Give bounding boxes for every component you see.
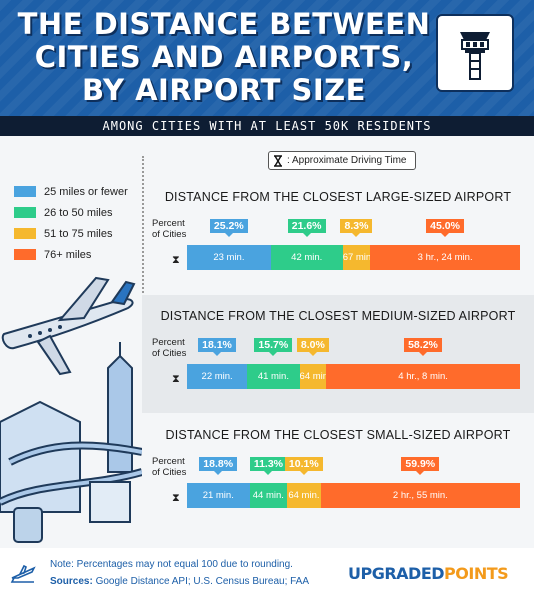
footer: Note: Percentages may not equal 100 due … bbox=[0, 548, 534, 600]
panel-title: DISTANCE FROM THE CLOSEST MEDIUM-SIZED A… bbox=[160, 309, 516, 323]
sources: Sources: Google Distance API; U.S. Censu… bbox=[50, 576, 309, 587]
airplane-icon bbox=[1, 276, 136, 376]
legend-item: 25 miles or fewer bbox=[14, 181, 128, 202]
airplane-city-illustration bbox=[0, 276, 142, 543]
legend-label: 25 miles or fewer bbox=[44, 185, 128, 198]
driving-time-note-text: : Approximate Driving Time bbox=[287, 155, 407, 166]
title-line-1: THE DISTANCE BETWEEN bbox=[17, 7, 431, 41]
percent-label: 25.2% bbox=[209, 219, 248, 237]
legend-swatch bbox=[14, 186, 36, 197]
bar-segment: 42 min. bbox=[270, 245, 343, 270]
sources-text: Google Distance API; U.S. Census Bureau;… bbox=[95, 576, 310, 587]
legend-item: 51 to 75 miles bbox=[14, 223, 128, 244]
percent-label: 45.0% bbox=[426, 219, 464, 237]
percent-label: 11.3% bbox=[249, 457, 288, 475]
city-buildings bbox=[0, 342, 142, 543]
percent-label: 18.1% bbox=[198, 338, 236, 356]
hourglass-icon: ⧗ bbox=[172, 373, 180, 385]
title-line-3: BY AIRPORT SIZE bbox=[81, 73, 366, 107]
bar-segment: 64 min. bbox=[287, 483, 321, 508]
footnote: Note: Percentages may not equal 100 due … bbox=[50, 559, 293, 570]
driving-time-note: : Approximate Driving Time bbox=[268, 151, 416, 170]
brand-part-b: POINTS bbox=[444, 564, 509, 583]
bar-row: 21 min. 44 min. 64 min. 2 hr., 55 min. bbox=[187, 483, 520, 508]
percent-label: 15.7% bbox=[254, 338, 293, 356]
panel-small-airport: DISTANCE FROM THE CLOSEST SMALL-SIZED AI… bbox=[142, 414, 534, 532]
legend-item: 26 to 50 miles bbox=[14, 202, 128, 223]
legend-label: 51 to 75 miles bbox=[44, 227, 113, 240]
bar-row: 22 min.41 min.64 min.4 hr., 8 min. bbox=[187, 364, 520, 389]
percent-label: 59.9% bbox=[401, 457, 440, 475]
bar-segment: 3 hr., 24 min. bbox=[370, 245, 520, 270]
panel-large-airport: DISTANCE FROM THE CLOSEST LARGE-SIZED AI… bbox=[142, 176, 534, 294]
legend-label: 76+ miles bbox=[44, 248, 92, 261]
bar-segment: 4 hr., 8 min. bbox=[326, 364, 520, 389]
brand-part-a: UPGRADED bbox=[348, 564, 445, 583]
legend-label: 26 to 50 miles bbox=[44, 206, 113, 219]
panel-medium-airport: DISTANCE FROM THE CLOSEST MEDIUM-SIZED A… bbox=[142, 295, 534, 413]
bar-segment: 41 min. bbox=[247, 364, 300, 389]
title-line-2: CITIES AND AIRPORTS, bbox=[34, 40, 414, 74]
bar-segment: 23 min. bbox=[187, 245, 271, 270]
percent-of-cities-label: Percent of Cities bbox=[152, 218, 187, 240]
percent-of-cities-label: Percent of Cities bbox=[152, 456, 187, 478]
brand-logo: UPGRADEDPOINTS bbox=[348, 564, 509, 583]
control-tower-icon bbox=[436, 14, 514, 92]
percent-label: 21.6% bbox=[287, 219, 326, 237]
bar-row: 23 min.42 min.67 min.3 hr., 24 min. bbox=[187, 245, 520, 270]
percent-label: 8.3% bbox=[340, 219, 373, 237]
bar-segment: 44 min. bbox=[249, 483, 288, 508]
header-banner: THE DISTANCE BETWEEN CITIES AND AIRPORTS… bbox=[0, 0, 534, 116]
legend-swatch bbox=[14, 228, 36, 239]
legend: 25 miles or fewer 26 to 50 miles 51 to 7… bbox=[14, 181, 128, 265]
airplane-logo-icon bbox=[10, 564, 36, 583]
subtitle: AMONG CITIES WITH AT LEAST 50K RESIDENTS bbox=[0, 116, 534, 136]
divider bbox=[142, 156, 144, 332]
bar-segment: 22 min. bbox=[187, 364, 248, 389]
page-title: THE DISTANCE BETWEEN CITIES AND AIRPORTS… bbox=[14, 8, 434, 107]
bar-segment: 64 min. bbox=[299, 364, 327, 389]
percent-of-cities-label: Percent of Cities bbox=[152, 337, 187, 359]
hourglass-icon: ⧗ bbox=[172, 492, 180, 504]
percent-label: 18.8% bbox=[199, 457, 238, 475]
panel-title: DISTANCE FROM THE CLOSEST SMALL-SIZED AI… bbox=[165, 428, 511, 442]
hourglass-icon bbox=[274, 154, 282, 167]
legend-swatch bbox=[14, 207, 36, 218]
bar-segment: 2 hr., 55 min. bbox=[320, 483, 520, 508]
bar-segment: 21 min. bbox=[187, 483, 250, 508]
sources-label: Sources: bbox=[50, 576, 93, 587]
percent-label: 58.2% bbox=[404, 338, 442, 356]
legend-swatch bbox=[14, 249, 36, 260]
percent-label: 8.0% bbox=[296, 338, 329, 356]
bar-segment: 67 min. bbox=[342, 245, 371, 270]
legend-item: 76+ miles bbox=[14, 244, 128, 265]
percent-label: 10.1% bbox=[284, 457, 323, 475]
panel-title: DISTANCE FROM THE CLOSEST LARGE-SIZED AI… bbox=[164, 190, 512, 204]
hourglass-icon: ⧗ bbox=[172, 254, 180, 266]
